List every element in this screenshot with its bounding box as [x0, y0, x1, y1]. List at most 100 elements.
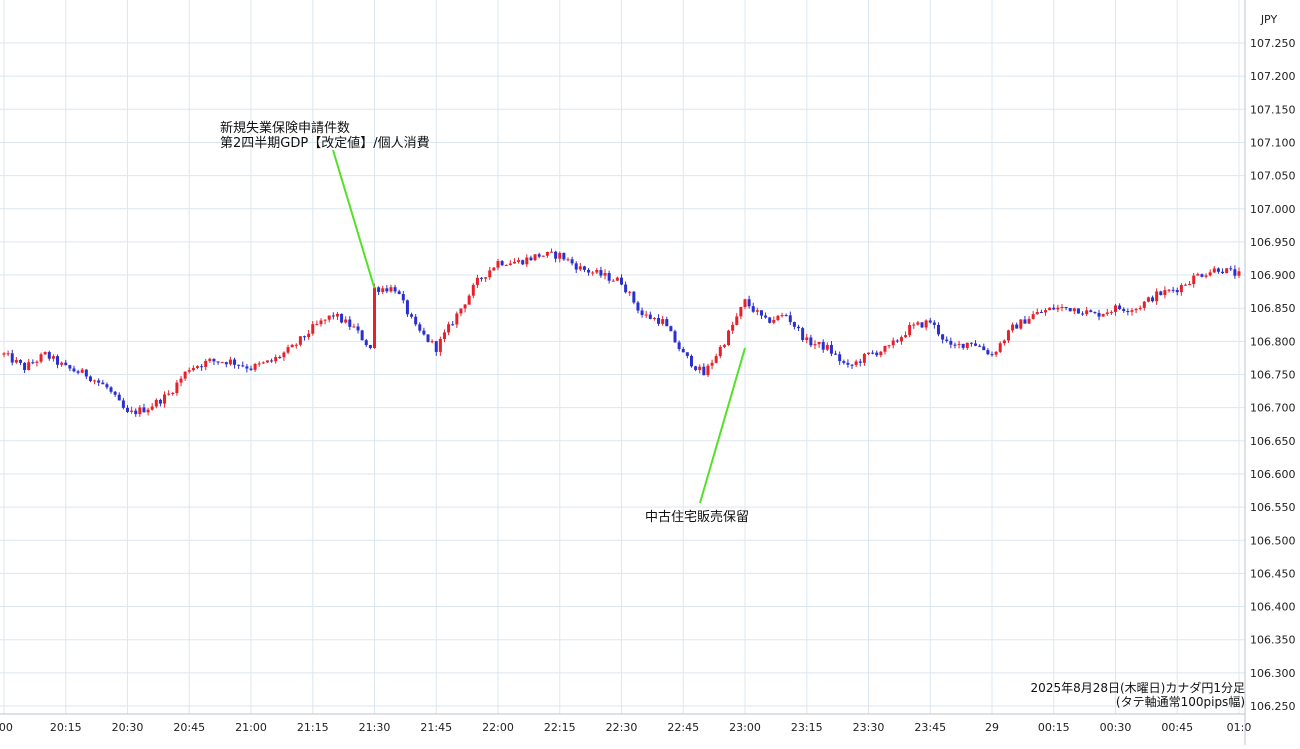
candle-body — [163, 394, 167, 404]
candle-body — [27, 362, 31, 370]
candle-body — [582, 266, 586, 270]
x-tick-label: 21:15 — [297, 721, 329, 734]
candle-body — [673, 331, 677, 343]
candle — [204, 358, 208, 371]
candle-body — [496, 261, 500, 268]
candle-body — [768, 317, 772, 323]
candle — [554, 250, 558, 263]
candle — [854, 359, 858, 368]
candle — [475, 274, 479, 289]
candle-body — [669, 326, 673, 332]
candle-body — [1126, 311, 1130, 313]
candle-body — [508, 263, 512, 266]
candle-body — [134, 410, 138, 415]
candle-body — [195, 366, 199, 368]
candle-body — [541, 255, 545, 257]
candle-body — [834, 353, 838, 355]
currency-label: JPY — [1260, 13, 1278, 26]
candle — [179, 375, 183, 387]
candle — [899, 335, 903, 345]
y-tick-label: 106.500 — [1250, 534, 1296, 547]
candle-body — [23, 362, 27, 370]
candle-body — [1093, 312, 1097, 314]
candle-body — [265, 360, 269, 363]
y-tick-label: 107.000 — [1250, 203, 1296, 216]
candle-body — [212, 358, 216, 362]
candle — [904, 331, 908, 339]
candle-body — [1142, 301, 1146, 308]
candle-body — [603, 273, 607, 276]
candle-body — [887, 345, 891, 347]
candle — [1192, 273, 1196, 288]
candle-body — [389, 287, 393, 292]
candle — [1118, 303, 1122, 311]
candle-body — [727, 330, 731, 346]
candle — [1146, 296, 1150, 303]
candle — [1048, 307, 1052, 311]
candle — [84, 369, 88, 380]
candle — [1171, 286, 1175, 293]
candle — [241, 361, 245, 368]
candle — [1151, 295, 1155, 303]
candle-body — [1052, 307, 1056, 310]
candle — [356, 323, 360, 334]
candle-body — [1068, 308, 1072, 312]
candle-body — [319, 320, 323, 325]
candle — [928, 317, 932, 324]
candle-body — [105, 384, 109, 388]
candle-body — [965, 342, 969, 348]
candle — [286, 344, 290, 355]
candle — [714, 353, 718, 364]
candle — [56, 354, 60, 369]
candle-body — [755, 310, 759, 312]
candle — [982, 343, 986, 351]
candle — [978, 344, 982, 348]
candle-body — [562, 252, 566, 260]
candle — [117, 392, 121, 401]
candle-body — [512, 261, 516, 264]
y-tick-label: 106.450 — [1250, 567, 1296, 580]
candle-body — [426, 334, 430, 342]
candle-body — [35, 361, 39, 363]
candle-body — [879, 351, 883, 356]
candle-body — [764, 315, 768, 318]
candle-body — [228, 359, 232, 365]
candle-body — [216, 361, 220, 363]
candle-body — [126, 407, 129, 412]
candle-body — [784, 315, 788, 317]
candle — [426, 334, 430, 343]
candle-body — [924, 320, 928, 328]
candle — [368, 344, 372, 350]
candle-body — [451, 324, 455, 326]
candle-body — [1002, 340, 1006, 344]
candle-body — [484, 277, 488, 279]
candle — [628, 290, 632, 297]
candle — [418, 322, 422, 333]
candle-body — [1072, 308, 1076, 312]
candle — [644, 310, 648, 319]
candle-body — [611, 280, 615, 282]
candle-body — [652, 318, 656, 320]
candle — [311, 321, 315, 336]
candle-body — [278, 357, 282, 359]
candle — [624, 281, 628, 294]
candle — [1076, 308, 1080, 314]
candle-body — [854, 361, 858, 366]
chart-caption-line2: (タテ軸通常100pips幅) — [1116, 694, 1245, 709]
candle — [702, 363, 706, 376]
candle — [558, 251, 562, 263]
candle — [463, 303, 467, 313]
x-tick-label: 22:45 — [667, 721, 699, 734]
candle — [315, 320, 319, 326]
candle — [1183, 283, 1187, 286]
candle — [138, 405, 142, 417]
candle-body — [978, 345, 982, 347]
candle — [101, 379, 105, 385]
candle — [603, 269, 607, 280]
candle — [187, 367, 191, 374]
candle — [467, 293, 471, 305]
candle — [887, 344, 891, 349]
candle — [1179, 283, 1183, 296]
candle-body — [1159, 291, 1163, 295]
